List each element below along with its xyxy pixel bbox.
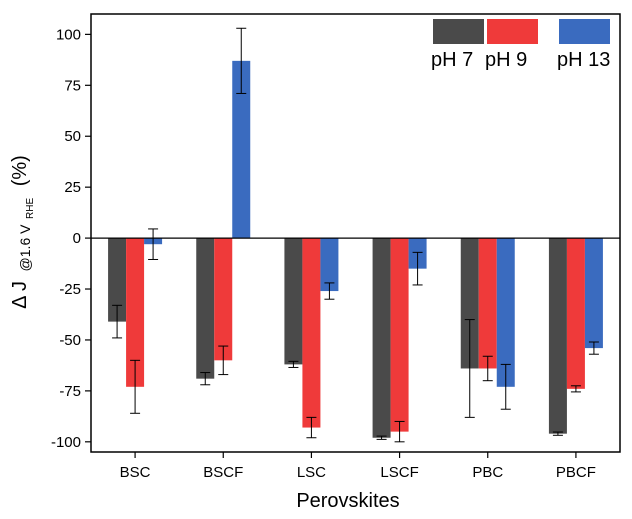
y-axis-title-main: Δ J — [9, 281, 31, 309]
legend: pH 7 pH 9 pH 13 — [431, 19, 610, 71]
bar-pbcf-ph9 — [567, 238, 585, 389]
y-tick-label: -50 — [59, 332, 81, 349]
x-tick-label: BSCF — [203, 464, 243, 481]
y-axis-title-unit: (%) — [9, 155, 31, 186]
y-tick-label: 25 — [64, 179, 81, 196]
legend-label: pH 9 — [485, 49, 527, 71]
bar-lsc-ph7 — [284, 238, 302, 364]
legend-swatch — [487, 19, 538, 44]
bar-lscf-ph9 — [391, 238, 409, 432]
bar-lscf-ph7 — [373, 238, 391, 438]
y-axis-title-sub: @1.6 V — [17, 224, 33, 272]
y-tick-label: 50 — [64, 128, 81, 145]
x-tick-label: PBCF — [556, 464, 596, 481]
y-tick-label: -75 — [59, 383, 81, 400]
x-tick-label: LSC — [297, 464, 326, 481]
bar-bscf-ph9 — [214, 238, 232, 360]
legend-label: pH 13 — [557, 49, 610, 71]
bar-pbcf-ph13 — [585, 238, 603, 348]
x-tick-label: PBC — [472, 464, 503, 481]
x-axis-title: Perovskites — [296, 490, 399, 512]
x-tick-label: LSCF — [380, 464, 418, 481]
y-tick-label: -100 — [51, 434, 81, 451]
y-tick-label: 0 — [73, 230, 81, 247]
bar-pbc-ph9 — [479, 238, 497, 368]
bar-pbcf-ph7 — [549, 238, 567, 434]
bar-lsc-ph9 — [302, 238, 320, 427]
legend-swatch — [559, 19, 610, 44]
y-axis-title-subsub: RHE — [25, 198, 36, 219]
bar-bscf-ph7 — [196, 238, 214, 379]
plot-frame — [91, 14, 620, 452]
svg-text:Δ J @1.6 V RHE: Δ J @1.6 V RHE (%) — [9, 155, 38, 309]
bars-layer — [108, 61, 603, 438]
legend-swatch — [433, 19, 484, 44]
y-axis-title: Δ J @1.6 V RHE (%) — [9, 155, 38, 309]
x-tick-label: BSC — [120, 464, 151, 481]
y-tick-label: 100 — [56, 26, 81, 43]
legend-label: pH 7 — [431, 49, 473, 71]
y-tick-label: -25 — [59, 281, 81, 298]
axes-layer — [91, 14, 620, 452]
y-tick-label: 75 — [64, 77, 81, 94]
error-bars-layer — [112, 28, 599, 442]
